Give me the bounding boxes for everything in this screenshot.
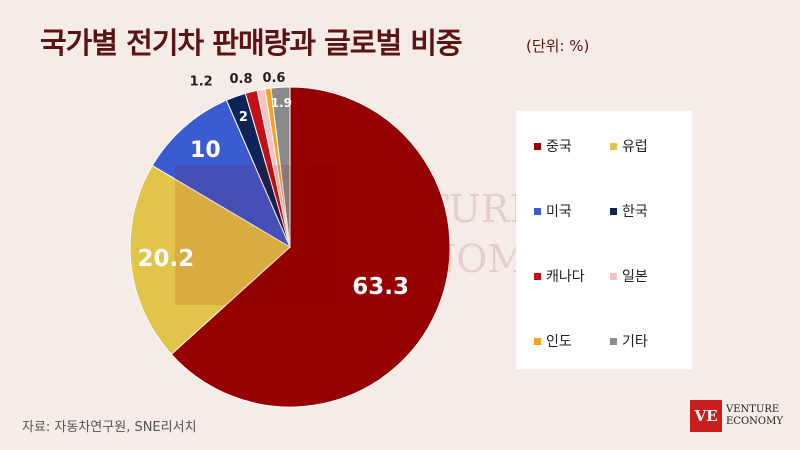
legend-label-usa: 미국	[546, 204, 572, 220]
pie-slice-usa	[151, 99, 292, 249]
legend-label-other: 기타	[622, 334, 648, 350]
pie-slice-europe	[129, 164, 291, 356]
pie-slice-other	[270, 86, 291, 248]
logo-text: VENTURE ECONOMY	[726, 404, 783, 428]
legend-item-usa: 미국	[534, 201, 572, 221]
data-label-canada: 1.2	[190, 74, 213, 89]
legend-swatch-usa	[534, 207, 541, 215]
logo-line1: VENTURE	[726, 404, 780, 415]
chart-subtitle: (단위: %)	[526, 37, 590, 55]
legend-item-other: 기타	[610, 331, 648, 351]
legend-label-korea: 한국	[622, 204, 648, 220]
logo-line2: ECONOMY	[726, 416, 783, 427]
watermark-box	[175, 165, 335, 305]
legend-swatch-china	[534, 142, 541, 150]
legend-swatch-korea	[610, 207, 617, 215]
venture-economy-logo: VE VENTURE ECONOMY	[690, 400, 783, 432]
legend-label-india: 인도	[546, 334, 572, 350]
source-note: 자료: 자동차연구원, SNE리서치	[22, 420, 197, 435]
legend-swatch-other	[610, 337, 617, 345]
legend-swatch-japan	[610, 272, 617, 280]
legend-item-india: 인도	[534, 331, 572, 351]
legend-item-korea: 한국	[610, 201, 648, 221]
legend-swatch-india	[534, 337, 541, 345]
chart-title: 국가별 전기차 판매량과 글로벌 비중	[40, 26, 463, 60]
legend-label-canada: 캐나다	[546, 269, 585, 285]
legend-item-china: 중국	[534, 136, 572, 156]
data-label-india: 0.6	[262, 71, 285, 86]
legend-item-europe: 유럽	[610, 136, 648, 156]
data-label-china: 63.3	[352, 274, 409, 300]
data-label-japan: 0.8	[229, 72, 252, 87]
watermark-line1: VENTURE	[334, 187, 537, 231]
legend-swatch-europe	[610, 142, 617, 150]
legend-swatch-canada	[534, 272, 541, 280]
legend-item-japan: 일본	[610, 266, 648, 286]
data-label-korea: 2	[239, 110, 248, 125]
legend: 중국 유럽 미국 한국 캐나다 일본 인도 기타	[516, 111, 692, 369]
logo-mark: VE	[690, 400, 722, 432]
legend-label-japan: 일본	[622, 269, 648, 285]
legend-label-europe: 유럽	[622, 139, 648, 155]
data-label-europe: 20.2	[137, 246, 194, 272]
data-label-usa: 10	[190, 138, 221, 163]
pie-slice-china	[170, 86, 451, 408]
data-label-other: 1.9	[271, 96, 292, 110]
legend-item-canada: 캐나다	[534, 266, 585, 286]
legend-label-china: 중국	[546, 139, 572, 155]
